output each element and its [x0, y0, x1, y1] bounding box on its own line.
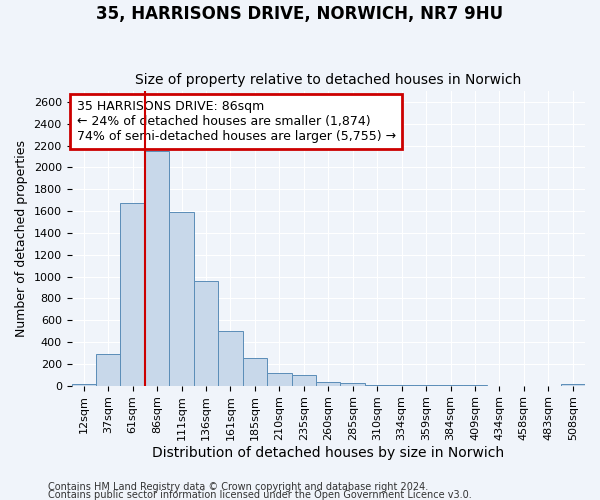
Bar — [414, 385, 438, 386]
Bar — [145, 151, 169, 386]
Title: Size of property relative to detached houses in Norwich: Size of property relative to detached ho… — [135, 73, 521, 87]
Text: Contains public sector information licensed under the Open Government Licence v3: Contains public sector information licen… — [48, 490, 472, 500]
Bar — [71, 384, 96, 386]
Bar — [169, 212, 194, 386]
Y-axis label: Number of detached properties: Number of detached properties — [15, 140, 28, 337]
Bar — [365, 384, 389, 386]
Bar — [194, 281, 218, 386]
Bar — [121, 204, 145, 386]
Bar — [242, 358, 267, 386]
Bar — [267, 372, 292, 386]
Text: 35 HARRISONS DRIVE: 86sqm
← 24% of detached houses are smaller (1,874)
74% of se: 35 HARRISONS DRIVE: 86sqm ← 24% of detac… — [77, 100, 396, 143]
Bar — [316, 382, 340, 386]
Bar — [292, 376, 316, 386]
Text: 35, HARRISONS DRIVE, NORWICH, NR7 9HU: 35, HARRISONS DRIVE, NORWICH, NR7 9HU — [97, 5, 503, 23]
Bar — [560, 384, 585, 386]
Bar — [218, 331, 242, 386]
Bar — [340, 383, 365, 386]
Bar — [389, 385, 414, 386]
Bar — [96, 354, 121, 386]
X-axis label: Distribution of detached houses by size in Norwich: Distribution of detached houses by size … — [152, 446, 505, 460]
Text: Contains HM Land Registry data © Crown copyright and database right 2024.: Contains HM Land Registry data © Crown c… — [48, 482, 428, 492]
Bar — [463, 385, 487, 386]
